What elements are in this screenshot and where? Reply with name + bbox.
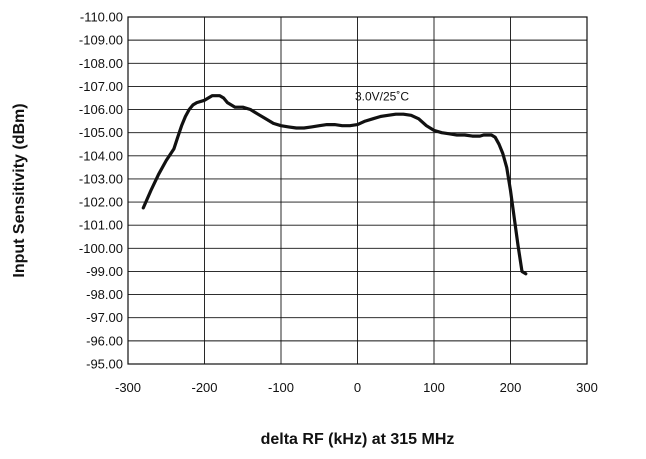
y-tick-label: -100.00 [79,241,123,256]
y-tick-label: -109.00 [79,33,123,48]
x-tick-label: -100 [268,380,294,395]
y-tick-label: -106.00 [79,102,123,117]
grid [127,16,588,365]
y-tick-label: -102.00 [79,195,123,210]
x-tick-label: 300 [576,380,598,395]
y-axis-title: Input Sensitivity (dBm) [11,103,28,277]
annotations: 3.0V/25˚C [355,89,409,103]
x-tick-label: -200 [191,380,217,395]
y-axis-ticks: -95.00 -96.00 -97.00 -98.00 -99.00 -100.00 -10… [79,10,123,372]
x-axis-ticks: -300 -200 -100 0 100 200 300 [115,380,598,395]
y-tick-label: -108.00 [79,56,123,71]
series-group [141,94,528,276]
x-tick-label: 200 [500,380,522,395]
series-line [141,94,528,276]
y-tick-label: -96.00 [86,333,123,348]
y-tick-label: -110.00 [80,10,123,25]
y-tick-label: -98.00 [86,287,123,302]
y-tick-label: -101.00 [79,218,123,233]
annotation-label: 3.0V/25˚C [355,89,409,103]
x-tick-label: 0 [354,380,361,395]
x-tick-label: -300 [115,380,141,395]
y-tick-label: -99.00 [86,264,123,279]
plot-area-frame [127,16,588,365]
y-tick-label: -97.00 [86,310,123,325]
y-tick-label: -107.00 [79,79,123,94]
x-axis-title: delta RF (kHz) at 315 MHz [261,431,455,448]
y-tick-label: -95.00 [86,357,123,372]
y-tick-label: -105.00 [79,125,123,140]
y-tick-label: -104.00 [79,148,123,163]
x-tick-label: 100 [423,380,445,395]
y-tick-label: -103.00 [79,171,123,186]
